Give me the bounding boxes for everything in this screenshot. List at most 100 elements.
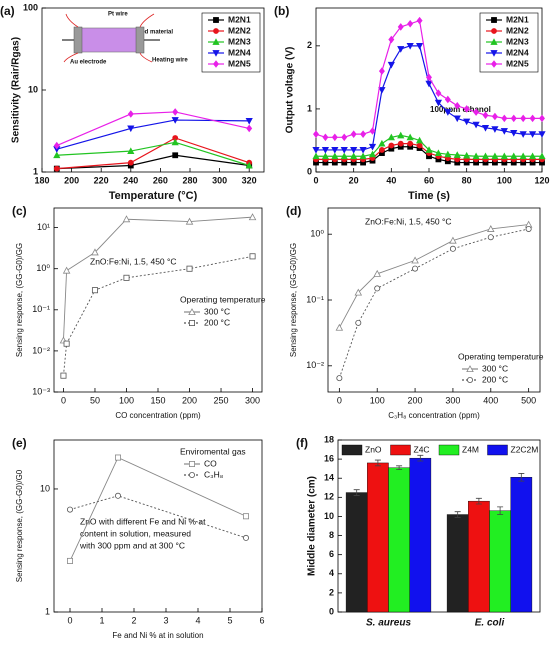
bar (409, 457, 432, 613)
marker (406, 42, 414, 50)
legend-label: ZnO (365, 444, 382, 454)
y-tick-label: 10⁻¹ (306, 294, 324, 304)
marker (213, 17, 219, 23)
y-tick-label: 100 (23, 2, 38, 12)
x-tick-label: 120 (534, 175, 549, 185)
marker (538, 152, 546, 160)
x-tick-label: S. aureus (366, 618, 411, 629)
marker (491, 28, 497, 34)
legend-label: M2N2 (228, 25, 251, 35)
marker (510, 129, 518, 137)
series-line (56, 154, 250, 170)
marker (336, 375, 343, 382)
marker (340, 152, 348, 160)
x-tick-label: 3 (163, 615, 168, 625)
y-tick-label: 6 (329, 549, 334, 559)
marker (359, 152, 367, 160)
marker (491, 17, 497, 23)
marker (415, 42, 424, 50)
marker (378, 67, 385, 75)
bar (367, 462, 389, 613)
marker (491, 126, 499, 133)
marker (407, 140, 414, 147)
legend-label: M2N5 (506, 58, 529, 68)
x-tick-label: 240 (123, 175, 138, 185)
panel-label: (c) (12, 204, 27, 218)
marker (53, 141, 60, 150)
marker (242, 513, 249, 520)
legend-label: Z2C2M (511, 444, 539, 454)
x-tick-label: 100 (370, 395, 385, 405)
error-bar (518, 473, 525, 482)
marker (368, 143, 377, 151)
x-tick-label: 280 (182, 175, 197, 185)
marker (331, 147, 339, 154)
marker (387, 61, 395, 69)
marker (425, 146, 433, 153)
marker (426, 73, 432, 82)
x-tick-label: 0 (67, 615, 72, 625)
error-bar (454, 511, 461, 518)
x-tick-label: 20 (349, 175, 359, 185)
y-tick-label: 2 (329, 587, 334, 597)
x-tick-label: 200 (408, 395, 423, 405)
marker (491, 152, 499, 160)
bar (510, 477, 533, 613)
marker (331, 133, 338, 142)
marker (528, 131, 537, 138)
marker (63, 340, 70, 347)
marker (313, 130, 319, 138)
marker (91, 248, 99, 256)
marker (449, 236, 457, 244)
annotation: ZnO with different Fe and Ni % at (80, 516, 206, 526)
annotation: content in solution, measured (80, 528, 191, 538)
marker (171, 117, 179, 124)
series-line (56, 141, 250, 167)
x-axis-label: Fe and Ni % at in solution (112, 631, 203, 640)
marker (463, 151, 471, 159)
x-tick-label: 50 (90, 395, 100, 405)
x-tick-label: 6 (259, 615, 264, 625)
x-axis-label: C₃H₈ concentration (ppm) (388, 411, 480, 420)
marker (213, 60, 219, 68)
marker (245, 117, 253, 125)
marker (444, 95, 451, 104)
legend-label: M2N4 (506, 47, 529, 57)
annotation: with 300 ppm and at 300 °C (79, 540, 185, 550)
x-tick-label: 260 (153, 175, 168, 185)
marker (473, 108, 480, 116)
marker (454, 101, 461, 110)
series-line (56, 137, 250, 170)
legend-label: Z4C (414, 444, 430, 454)
marker (245, 161, 253, 169)
marker (335, 323, 344, 331)
series-line (56, 119, 250, 150)
marker (350, 152, 358, 160)
marker (53, 165, 60, 172)
inset-electrode (135, 26, 145, 54)
x-tick-label: 100 (497, 175, 512, 185)
y-axis-label: Sensitivity (Rair/Rgas) (11, 37, 22, 143)
y-tick-label: 1 (307, 103, 312, 113)
marker (188, 308, 196, 316)
legend-label: M2N1 (506, 14, 529, 24)
marker (379, 147, 385, 153)
marker (242, 534, 249, 541)
plot-frame (53, 439, 263, 613)
legend-label: CO (204, 458, 217, 468)
marker (482, 111, 489, 120)
legend-swatch (438, 444, 460, 456)
y-tick-label: 10¹ (37, 222, 50, 232)
legend-label: 300 °C (204, 306, 230, 316)
marker (246, 124, 253, 133)
marker (331, 152, 339, 160)
y-tick-label: 1 (33, 166, 38, 176)
series-line (338, 224, 529, 328)
marker (449, 245, 456, 252)
x-tick-label: 300 (245, 395, 260, 405)
marker (500, 128, 508, 135)
marker (350, 130, 357, 138)
marker (539, 114, 545, 123)
x-tick-label: 180 (34, 175, 49, 185)
marker (369, 127, 376, 135)
